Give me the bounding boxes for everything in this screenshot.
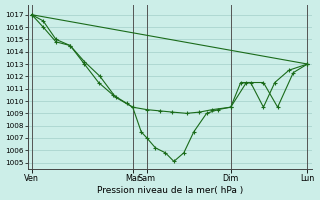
X-axis label: Pression niveau de la mer( hPa ): Pression niveau de la mer( hPa ) <box>97 186 243 195</box>
